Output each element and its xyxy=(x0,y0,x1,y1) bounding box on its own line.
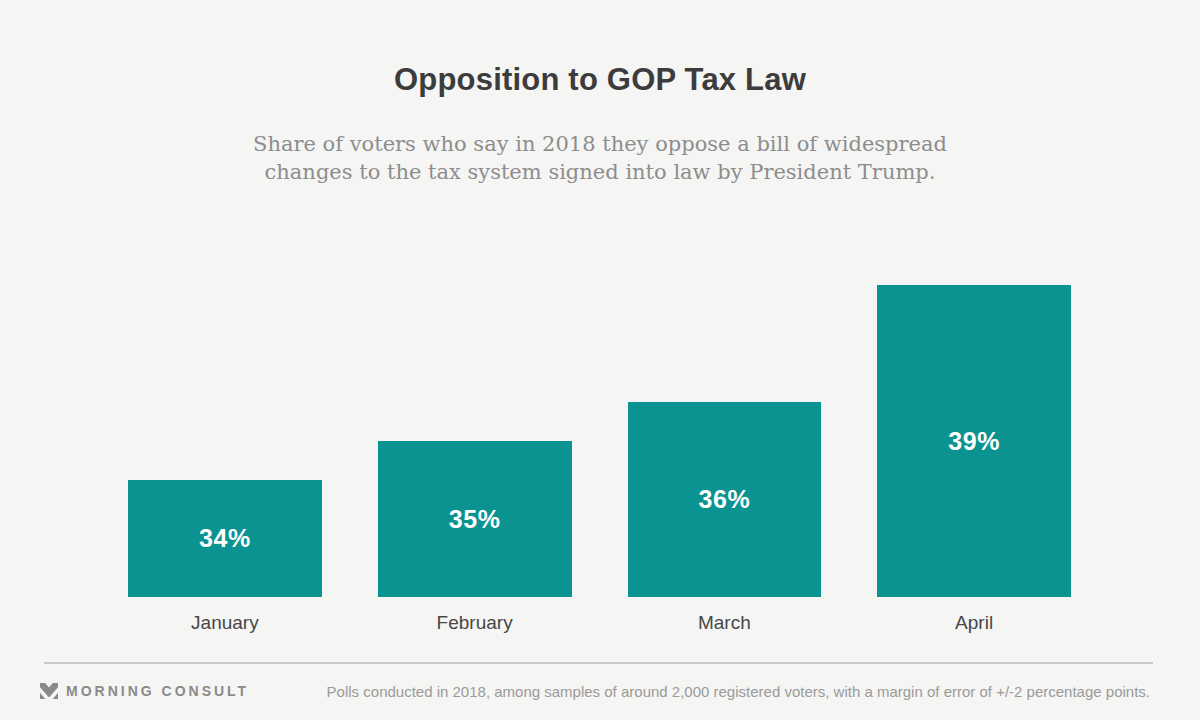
bar-value-label: 36% xyxy=(699,485,751,514)
bar-april: 39% xyxy=(877,285,1071,597)
chart-subtitle-line-1: Share of voters who say in 2018 they opp… xyxy=(0,130,1200,158)
x-axis-label-march: March xyxy=(628,611,822,635)
chart-subtitle: Share of voters who say in 2018 they opp… xyxy=(0,98,1200,186)
footer-note: Polls conducted in 2018, among samples o… xyxy=(327,683,1150,700)
footer: MORNING CONSULT Polls conducted in 2018,… xyxy=(40,679,1150,703)
x-axis-label-april: April xyxy=(877,611,1071,635)
x-axis-label-january: January xyxy=(128,611,322,635)
chart-subtitle-line-2: changes to the tax system signed into la… xyxy=(0,158,1200,186)
brand-name: MORNING CONSULT xyxy=(66,683,249,699)
bar-column-march: 36% March xyxy=(628,402,822,635)
morning-consult-logo-icon xyxy=(40,683,58,700)
bar-column-february: 35% February xyxy=(378,441,572,635)
bar-chart: 34% January 35% February 36% March 39% April xyxy=(128,285,1071,635)
bar-february: 35% xyxy=(378,441,572,597)
bar-march: 36% xyxy=(628,402,822,597)
bar-value-label: 34% xyxy=(199,524,251,553)
brand-logo: MORNING CONSULT xyxy=(40,683,249,700)
bar-value-label: 35% xyxy=(449,505,501,534)
bar-value-label: 39% xyxy=(948,427,1000,456)
bar-january: 34% xyxy=(128,480,322,597)
x-axis-label-february: February xyxy=(378,611,572,635)
chart-card: Opposition to GOP Tax Law Share of voter… xyxy=(0,0,1200,720)
bar-column-january: 34% January xyxy=(128,480,322,635)
footer-divider xyxy=(44,662,1153,664)
chart-title: Opposition to GOP Tax Law xyxy=(0,0,1200,98)
bar-column-april: 39% April xyxy=(877,285,1071,635)
